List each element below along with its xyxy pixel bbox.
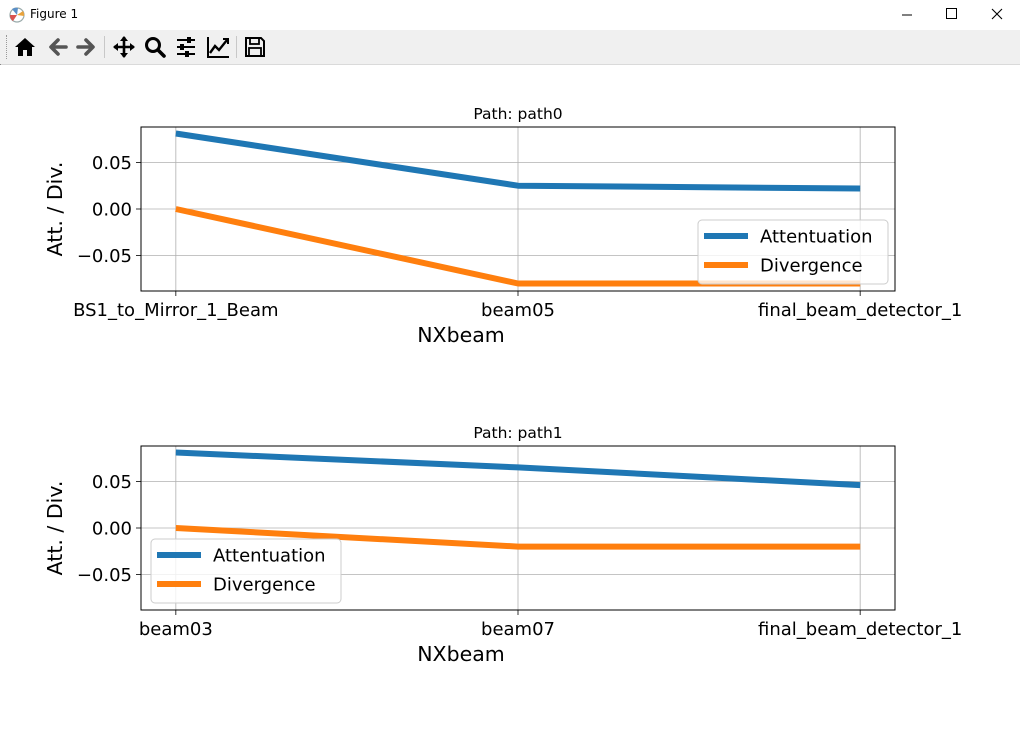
legend-label: Divergence (760, 256, 863, 277)
close-icon (974, 0, 1020, 30)
y-tick-label: 0.00 (92, 519, 132, 540)
magnifier-icon (143, 35, 167, 59)
x-tick-label: beam03 (139, 619, 213, 640)
home-icon (13, 35, 37, 59)
zoom-button[interactable] (141, 33, 169, 61)
pan-button[interactable] (110, 33, 138, 61)
save-button[interactable] (241, 33, 269, 61)
home-button[interactable] (11, 33, 39, 61)
maximize-icon (928, 0, 974, 30)
window-titlebar: Figure 1 (0, 0, 1020, 30)
line-chart-icon (206, 35, 230, 59)
y-axis-label: Att. / Div. (43, 162, 67, 257)
chart-title: Path: path0 (473, 105, 562, 123)
x-tick-label: beam07 (481, 619, 555, 640)
edit-axes-button[interactable] (204, 33, 232, 61)
window-title: Figure 1 (30, 7, 78, 21)
y-tick-label: 0.05 (92, 472, 132, 493)
x-axis-label: NXbeam (417, 323, 505, 347)
floppy-disk-icon (243, 35, 267, 59)
forward-button[interactable] (73, 33, 101, 61)
x-tick-label: beam05 (481, 300, 555, 321)
x-tick-label: final_beam_detector_1 (758, 300, 962, 321)
close-button[interactable] (974, 0, 1020, 30)
chart-title: Path: path1 (473, 424, 562, 442)
legend-label: Attentuation (213, 546, 326, 567)
toolbar-separator (236, 36, 237, 58)
minimize-icon (884, 0, 930, 30)
configure-subplots-button[interactable] (172, 33, 200, 61)
legend-label: Attentuation (760, 227, 873, 248)
x-axis-label: NXbeam (417, 642, 505, 666)
navigation-toolbar (0, 30, 1020, 65)
toolbar-grip (6, 35, 9, 59)
y-tick-label: 0.00 (92, 200, 132, 221)
sliders-icon (174, 35, 198, 59)
figure-canvas: Path: path0 BS1_to_Mirror_1_Beam beam05 fin… (0, 65, 1020, 727)
arrow-left-icon (45, 35, 69, 59)
minimize-button[interactable] (884, 0, 930, 30)
toolbar-separator (104, 36, 105, 58)
x-tick-label: BS1_to_Mirror_1_Beam (73, 300, 278, 321)
y-axis-label: Att. / Div. (43, 481, 67, 576)
legend-label: Divergence (213, 575, 316, 596)
maximize-button[interactable] (928, 0, 974, 30)
figure-svg: Path: path0 BS1_to_Mirror_1_Beam beam05 fin… (0, 65, 1020, 727)
matplotlib-app-icon (8, 6, 26, 24)
back-button[interactable] (43, 33, 71, 61)
y-tick-label: 0.05 (92, 153, 132, 174)
y-tick-label: −0.05 (77, 246, 132, 267)
move-icon (112, 35, 136, 59)
y-tick-label: −0.05 (77, 565, 132, 586)
arrow-right-icon (75, 35, 99, 59)
x-tick-label: final_beam_detector_1 (758, 619, 962, 640)
